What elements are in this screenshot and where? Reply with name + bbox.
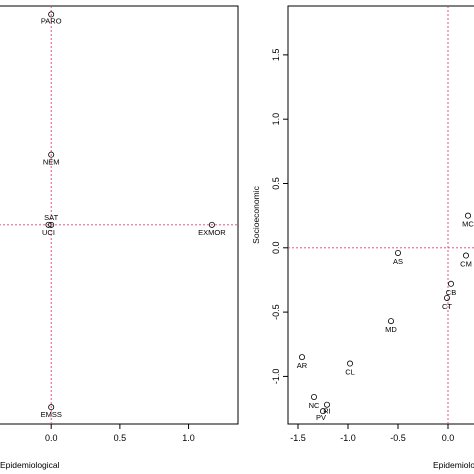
right-y-tick-label: -0.5 — [271, 304, 281, 320]
right-x-axis-label: Epidemiological — [433, 460, 474, 470]
right-point-pv — [319, 408, 326, 415]
right-point-label-nc: NC — [309, 401, 320, 410]
left-point-label-paro: PARO — [41, 16, 62, 25]
right-point-ri — [323, 401, 330, 408]
left-point-paro — [48, 11, 55, 18]
left-x-tick-label: 0.5 — [114, 433, 127, 443]
right-y-tick-label: -1.0 — [271, 369, 281, 385]
left-point-label-nem: NEM — [43, 158, 60, 167]
right-point-nc — [310, 393, 317, 400]
right-x-tick-label: 0.0 — [442, 433, 455, 443]
right-x-tick-label: -0.5 — [390, 433, 406, 443]
left-reference-lines — [0, 6, 238, 424]
right-point-label-ri: RI — [323, 407, 331, 416]
right-point-md — [387, 318, 394, 325]
left-x-tick-label: 0.0 — [45, 433, 58, 443]
right-point-label-md: MD — [385, 325, 397, 334]
right-x-axis: -1.5 -1.0 -0.5 0.0 — [290, 424, 454, 443]
right-point-ar — [298, 354, 305, 361]
right-y-axis-label: Socioeconomic — [251, 185, 261, 243]
right-y-tick-label: 1.5 — [271, 49, 281, 62]
left-point-label-uci: UCI — [42, 228, 55, 237]
left-point-uci — [45, 221, 52, 228]
right-point-as — [394, 249, 401, 256]
left-plot-frame — [0, 5, 239, 425]
left-x-axis: 0.0 0.5 1.0 — [45, 424, 195, 443]
right-x-tick-label: -1.0 — [340, 433, 356, 443]
right-chart: -1.5 -1.0 -0.5 0.0 1.5 1.0 0.5 0.0 -0.5 -1.0 MC A… — [251, 5, 474, 470]
left-point-nem — [48, 151, 55, 158]
right-point-cl — [346, 360, 353, 367]
right-point-cb — [447, 280, 454, 287]
left-point-emss — [48, 404, 55, 411]
left-points: PARO NEM SAT UCI EXMOR EMSS — [41, 11, 226, 419]
left-point-label-sat: SAT — [44, 213, 58, 222]
right-point-cm — [462, 252, 469, 259]
right-point-label-cm: CM — [460, 260, 472, 269]
left-x-axis-label: Epidemiological — [0, 460, 60, 470]
right-point-label-cl: CL — [345, 368, 355, 377]
right-y-tick-label: 0.0 — [271, 242, 281, 255]
right-point-label-mc: MC — [462, 220, 474, 229]
left-point-exmor — [208, 221, 215, 228]
right-x-tick-label: -1.5 — [290, 433, 306, 443]
right-point-label-as: AS — [393, 257, 403, 266]
left-point-label-exmor: EXMOR — [198, 228, 226, 237]
left-point-label-emss: EMSS — [41, 410, 62, 419]
left-x-tick-label: 1.0 — [182, 433, 195, 443]
right-plot-frame — [287, 5, 474, 425]
left-chart: 0.0 0.5 1.0 PARO NEM SAT UCI EXMOR EMSS Epidemi… — [0, 5, 239, 470]
left-point-sat — [48, 221, 55, 228]
right-point-label-pv: PV — [316, 413, 326, 422]
right-y-axis: 1.5 1.0 0.5 0.0 -0.5 -1.0 — [271, 49, 288, 385]
right-point-label-ar: AR — [297, 361, 308, 370]
right-point-label-cb: CB — [446, 288, 456, 297]
right-point-mc — [464, 212, 471, 219]
right-point-ct — [443, 294, 450, 301]
right-point-label-ct: CT — [442, 302, 452, 311]
right-y-tick-label: 1.0 — [271, 113, 281, 126]
right-y-tick-label: 0.5 — [271, 177, 281, 190]
right-reference-lines — [288, 6, 474, 424]
